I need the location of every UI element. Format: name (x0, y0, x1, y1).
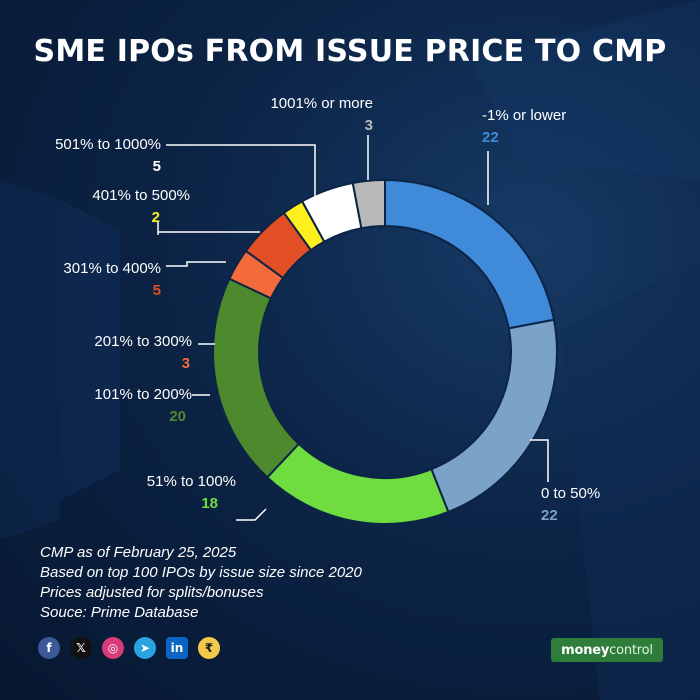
value-label-8: 3 (365, 117, 373, 134)
category-label-0: -1% or lower (482, 107, 566, 124)
telegram-icon[interactable]: ➤ (134, 637, 156, 659)
moneycontrol-logo[interactable]: money control (551, 638, 663, 662)
category-label-3: 101% to 200% (94, 386, 192, 403)
value-label-0: 22 (482, 129, 499, 146)
category-label-5: 301% to 400% (63, 260, 161, 277)
slice-8 (351, 178, 386, 230)
x-icon[interactable]: 𝕏 (70, 637, 92, 659)
note-sample: Based on top 100 IPOs by issue size sinc… (40, 564, 362, 581)
value-label-3: 20 (169, 408, 186, 425)
category-label-1: 0 to 50% (541, 485, 600, 502)
slice-1 (430, 318, 558, 514)
footnotes: CMP as of February 25, 2025 Based on top… (40, 543, 362, 623)
note-source: Souce: Prime Database (40, 604, 199, 621)
leader-line-1 (530, 439, 549, 482)
slice-2 (265, 442, 450, 525)
category-label-6: 401% to 500% (92, 187, 190, 204)
chart-title: SME IPOs FROM ISSUE PRICE TO CMP (33, 34, 667, 69)
moneycontrol-app-icon[interactable]: ₹ (198, 637, 220, 659)
category-label-4: 201% to 300% (94, 333, 192, 350)
value-label-5: 5 (153, 282, 161, 299)
slice-0 (384, 178, 556, 330)
category-label-8: 1001% or more (270, 95, 373, 112)
value-label-2: 18 (201, 495, 218, 512)
category-label-2: 51% to 100% (147, 473, 236, 490)
leader-line-2 (236, 508, 267, 521)
social-links: f 𝕏 ◎ ➤ in ₹ (38, 637, 220, 659)
linkedin-icon[interactable]: in (166, 637, 188, 659)
instagram-icon[interactable]: ◎ (102, 637, 124, 659)
leader-line-6 (157, 222, 260, 235)
facebook-icon[interactable]: f (38, 637, 60, 659)
leader-line-5 (166, 261, 226, 267)
note-cmp-date: CMP as of February 25, 2025 (40, 544, 237, 561)
value-label-7: 5 (153, 158, 161, 175)
value-label-4: 3 (182, 355, 190, 372)
leader-line-7 (166, 144, 316, 198)
value-label-6: 2 (152, 209, 160, 226)
slice-3 (212, 277, 301, 479)
note-adjustment: Prices adjusted for splits/bonuses (40, 584, 264, 601)
category-label-7: 501% to 1000% (55, 136, 161, 153)
value-label-1: 22 (541, 507, 558, 524)
